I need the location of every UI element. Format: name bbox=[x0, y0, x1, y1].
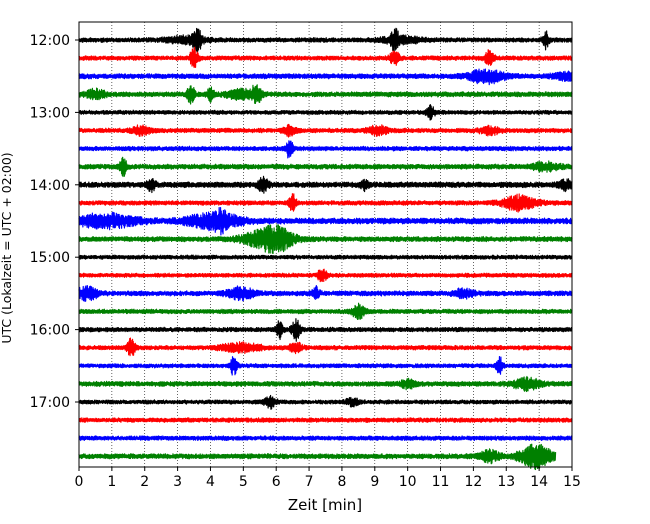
trace-line bbox=[78, 268, 573, 283]
x-tick-label: 7 bbox=[305, 474, 314, 490]
x-tick-label: 13 bbox=[497, 474, 515, 490]
x-tick-label: 11 bbox=[432, 474, 450, 490]
y-tick-label: 17:00 bbox=[30, 395, 70, 411]
trace-line bbox=[78, 104, 573, 121]
trace-line bbox=[78, 224, 573, 255]
y-axis-label: UTC (Lokalzeit = UTC + 02:00) bbox=[0, 152, 14, 343]
trace-line bbox=[78, 175, 573, 194]
trace-line bbox=[78, 443, 557, 471]
axis-ticks: 0 1 2 3 4 5 6 7 8 9 10 11 12 13 14 1512:0013:0014:0015:… bbox=[30, 33, 581, 490]
trace-line bbox=[78, 68, 573, 86]
trace-line bbox=[78, 435, 573, 442]
trace-line bbox=[78, 123, 573, 138]
trace-line bbox=[78, 302, 573, 321]
trace-line bbox=[78, 46, 573, 69]
y-tick-label: 13:00 bbox=[30, 105, 70, 121]
x-tick-label: 1 bbox=[107, 474, 116, 490]
trace-line bbox=[78, 254, 573, 260]
x-tick-label: 12 bbox=[464, 474, 482, 490]
x-tick-label: 14 bbox=[530, 474, 548, 490]
trace-line bbox=[78, 337, 573, 357]
x-tick-label: 10 bbox=[399, 474, 417, 490]
y-tick-label: 16:00 bbox=[30, 323, 70, 339]
x-tick-label: 8 bbox=[337, 474, 346, 490]
x-axis-label: Zeit [min] bbox=[288, 496, 362, 514]
x-tick-label: 9 bbox=[370, 474, 379, 490]
trace-line bbox=[78, 206, 573, 236]
y-tick-label: 14:00 bbox=[30, 178, 70, 194]
trace-line bbox=[78, 394, 573, 410]
trace-line bbox=[78, 140, 573, 159]
x-tick-label: 3 bbox=[173, 474, 182, 490]
y-tick-label: 15:00 bbox=[30, 250, 70, 266]
trace-line bbox=[78, 318, 573, 342]
y-tick-label: 12:00 bbox=[30, 33, 70, 49]
trace-line bbox=[78, 375, 573, 393]
trace-line bbox=[78, 193, 573, 213]
trace-line bbox=[78, 27, 573, 53]
x-tick-label: 6 bbox=[272, 474, 281, 490]
trace-group bbox=[78, 27, 573, 471]
trace-line bbox=[78, 156, 573, 178]
trace-line bbox=[78, 417, 573, 423]
x-tick-label: 5 bbox=[239, 474, 248, 490]
x-tick-label: 15 bbox=[563, 474, 581, 490]
x-tick-label: 0 bbox=[75, 474, 84, 490]
x-tick-label: 2 bbox=[140, 474, 149, 490]
trace-line bbox=[78, 84, 573, 105]
trace-line bbox=[78, 355, 573, 376]
plot-frame bbox=[78, 21, 573, 468]
trace-line bbox=[78, 285, 573, 303]
x-tick-label: 4 bbox=[206, 474, 215, 490]
